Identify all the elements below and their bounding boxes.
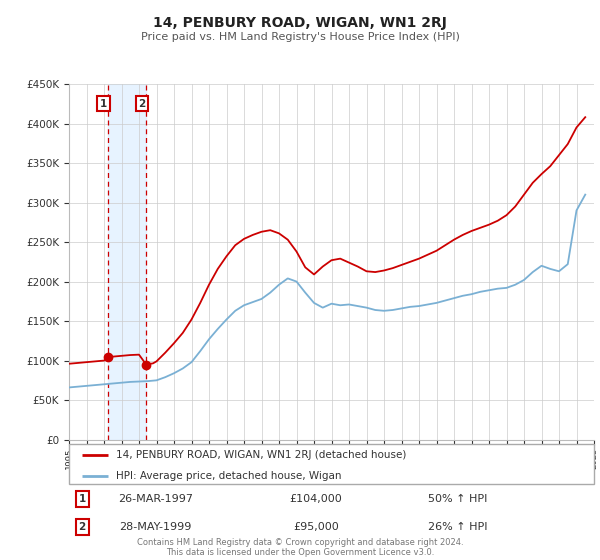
Text: Contains HM Land Registry data © Crown copyright and database right 2024.
This d: Contains HM Land Registry data © Crown c… xyxy=(137,538,463,557)
Text: 28-MAY-1999: 28-MAY-1999 xyxy=(119,521,192,531)
Text: 26-MAR-1997: 26-MAR-1997 xyxy=(118,494,193,505)
Text: 2: 2 xyxy=(79,521,86,531)
Text: 1: 1 xyxy=(100,99,107,109)
FancyBboxPatch shape xyxy=(69,444,594,484)
Text: 50% ↑ HPI: 50% ↑ HPI xyxy=(428,494,487,505)
Text: 2: 2 xyxy=(138,99,145,109)
Text: £95,000: £95,000 xyxy=(293,521,338,531)
Text: 1: 1 xyxy=(79,494,86,505)
Text: 14, PENBURY ROAD, WIGAN, WN1 2RJ: 14, PENBURY ROAD, WIGAN, WN1 2RJ xyxy=(153,16,447,30)
Text: Price paid vs. HM Land Registry's House Price Index (HPI): Price paid vs. HM Land Registry's House … xyxy=(140,32,460,43)
Text: HPI: Average price, detached house, Wigan: HPI: Average price, detached house, Wiga… xyxy=(116,470,342,480)
Text: 26% ↑ HPI: 26% ↑ HPI xyxy=(428,521,487,531)
Bar xyxy=(108,84,146,440)
Text: £104,000: £104,000 xyxy=(289,494,342,505)
Text: 14, PENBURY ROAD, WIGAN, WN1 2RJ (detached house): 14, PENBURY ROAD, WIGAN, WN1 2RJ (detach… xyxy=(116,450,407,460)
